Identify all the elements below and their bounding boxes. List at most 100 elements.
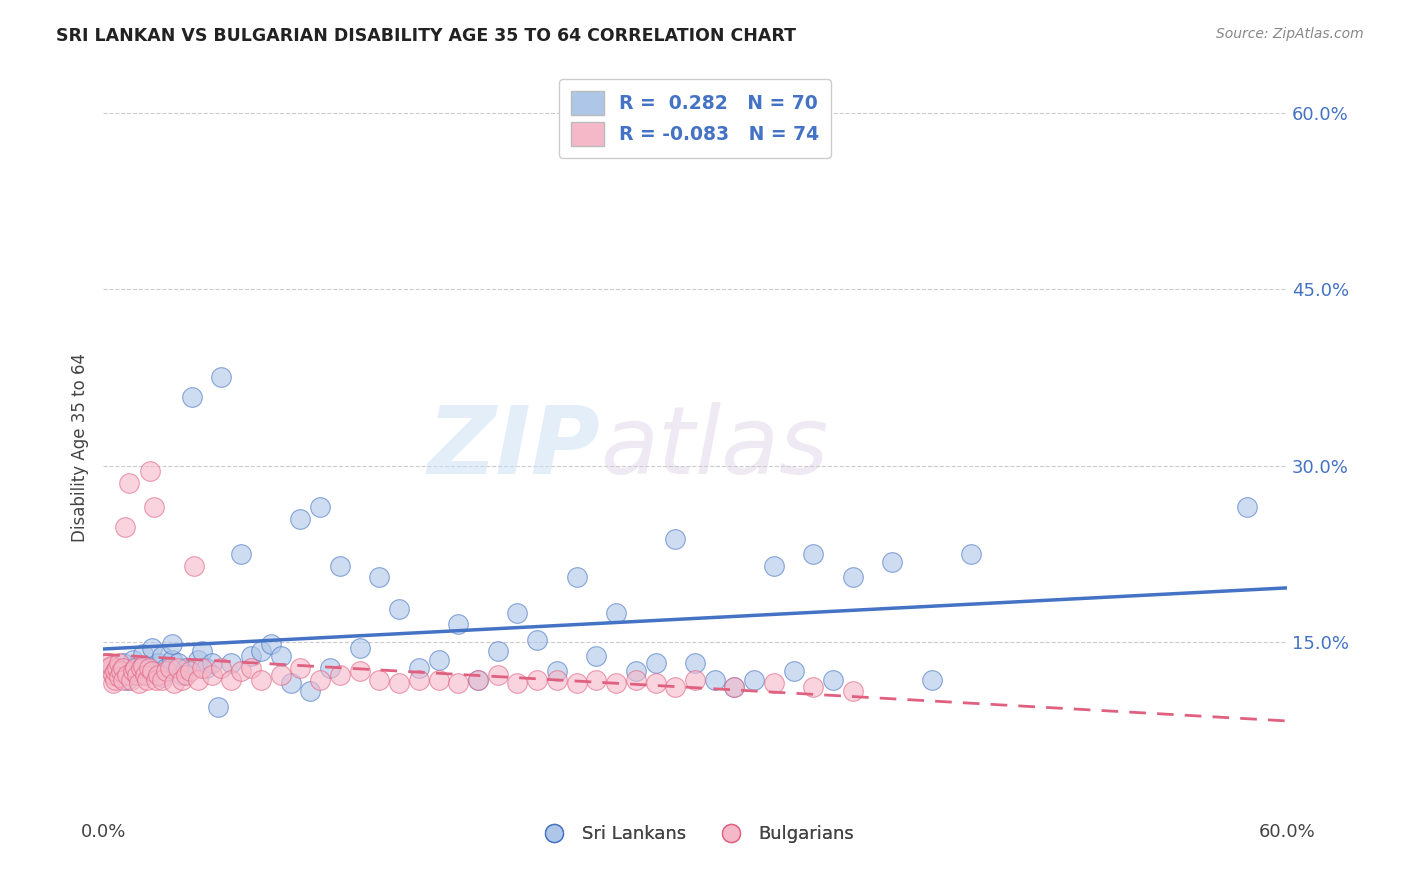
Bulgarians	[138, 661, 160, 675]
Sri Lankans	[155, 661, 177, 675]
Bulgarians	[585, 673, 607, 687]
Sri Lankans	[1236, 500, 1258, 514]
Sri Lankans	[882, 555, 904, 569]
Bulgarians	[101, 668, 124, 682]
Sri Lankans	[644, 656, 666, 670]
Bulgarians	[111, 673, 134, 687]
Sri Lankans	[131, 647, 153, 661]
Sri Lankans	[388, 602, 411, 616]
Bulgarians	[270, 668, 292, 682]
Bulgarians	[447, 676, 470, 690]
Sri Lankans	[427, 653, 450, 667]
Bulgarians	[486, 668, 509, 682]
Sri Lankans	[349, 640, 371, 655]
Sri Lankans	[782, 665, 804, 679]
Bulgarians	[114, 520, 136, 534]
Sri Lankans	[207, 699, 229, 714]
Bulgarians	[250, 673, 273, 687]
Sri Lankans	[150, 670, 173, 684]
Sri Lankans	[506, 606, 529, 620]
Bulgarians	[131, 658, 153, 673]
Text: ZIP: ZIP	[427, 402, 600, 494]
Sri Lankans	[194, 661, 217, 675]
Sri Lankans	[180, 390, 202, 404]
Bulgarians	[129, 661, 152, 675]
Sri Lankans	[842, 570, 865, 584]
Sri Lankans	[823, 673, 845, 687]
Sri Lankans	[101, 658, 124, 673]
Bulgarians	[506, 676, 529, 690]
Bulgarians	[368, 673, 391, 687]
Bulgarians	[309, 673, 332, 687]
Bulgarians	[201, 668, 224, 682]
Bulgarians	[723, 680, 745, 694]
Bulgarians	[183, 558, 205, 573]
Bulgarians	[135, 673, 157, 687]
Sri Lankans	[329, 558, 352, 573]
Bulgarians	[118, 476, 141, 491]
Bulgarians	[187, 673, 209, 687]
Sri Lankans	[231, 547, 253, 561]
Bulgarians	[98, 656, 121, 670]
Sri Lankans	[368, 570, 391, 584]
Bulgarians	[163, 676, 186, 690]
Bulgarians	[143, 500, 166, 514]
Bulgarians	[349, 665, 371, 679]
Sri Lankans	[486, 644, 509, 658]
Bulgarians	[565, 676, 588, 690]
Sri Lankans	[187, 653, 209, 667]
Bulgarians	[546, 673, 568, 687]
Sri Lankans	[128, 668, 150, 682]
Sri Lankans	[121, 661, 143, 675]
Bulgarians	[605, 676, 627, 690]
Sri Lankans	[111, 656, 134, 670]
Bulgarians	[240, 661, 263, 675]
Sri Lankans	[250, 644, 273, 658]
Bulgarians	[467, 673, 489, 687]
Sri Lankans	[683, 656, 706, 670]
Sri Lankans	[290, 511, 312, 525]
Bulgarians	[624, 673, 647, 687]
Bulgarians	[427, 673, 450, 687]
Sri Lankans	[191, 644, 214, 658]
Sri Lankans	[211, 370, 233, 384]
Sri Lankans	[240, 649, 263, 664]
Bulgarians	[231, 665, 253, 679]
Bulgarians	[139, 465, 162, 479]
Bulgarians	[108, 670, 131, 684]
Sri Lankans	[526, 632, 548, 647]
Sri Lankans	[585, 649, 607, 664]
Bulgarians	[125, 668, 148, 682]
Bulgarians	[159, 661, 181, 675]
Bulgarians	[104, 665, 127, 679]
Bulgarians	[141, 665, 163, 679]
Bulgarians	[101, 676, 124, 690]
Bulgarians	[644, 676, 666, 690]
Bulgarians	[683, 673, 706, 687]
Sri Lankans	[742, 673, 765, 687]
Bulgarians	[290, 661, 312, 675]
Sri Lankans	[201, 656, 224, 670]
Sri Lankans	[408, 661, 430, 675]
Text: atlas: atlas	[600, 402, 828, 493]
Sri Lankans	[664, 532, 686, 546]
Sri Lankans	[280, 676, 302, 690]
Bulgarians	[108, 656, 131, 670]
Sri Lankans	[160, 653, 183, 667]
Sri Lankans	[174, 661, 197, 675]
Bulgarians	[191, 661, 214, 675]
Bulgarians	[150, 673, 173, 687]
Sri Lankans	[299, 684, 322, 698]
Sri Lankans	[121, 653, 143, 667]
Bulgarians	[104, 673, 127, 687]
Sri Lankans	[115, 673, 138, 687]
Sri Lankans	[921, 673, 943, 687]
Bulgarians	[111, 661, 134, 675]
Bulgarians	[664, 680, 686, 694]
Bulgarians	[148, 668, 170, 682]
Sri Lankans	[447, 617, 470, 632]
Bulgarians	[842, 684, 865, 698]
Sri Lankans	[260, 637, 283, 651]
Bulgarians	[211, 661, 233, 675]
Text: SRI LANKAN VS BULGARIAN DISABILITY AGE 35 TO 64 CORRELATION CHART: SRI LANKAN VS BULGARIAN DISABILITY AGE 3…	[56, 27, 796, 45]
